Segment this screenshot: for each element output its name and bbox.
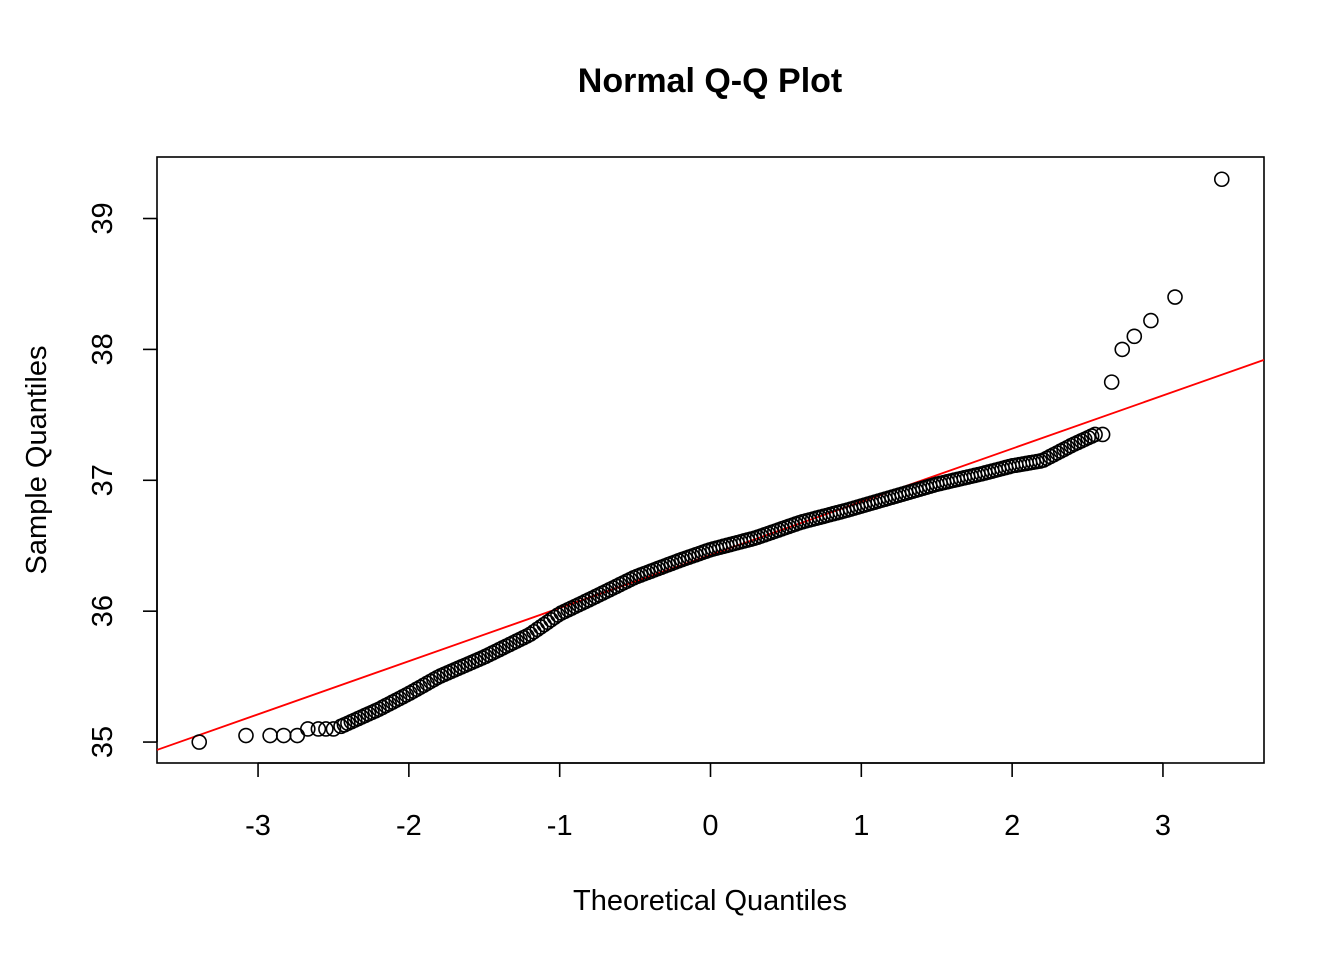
data-point	[318, 721, 334, 737]
y-tick-label: 39	[87, 202, 119, 234]
y-tick-label: 37	[87, 464, 119, 496]
data-point	[1167, 289, 1183, 305]
x-axis: -3 -2 -1 0 1 2 3	[245, 762, 1171, 842]
data-point	[275, 727, 292, 744]
data-point	[1126, 328, 1143, 345]
x-tick-label: 2	[1004, 810, 1020, 842]
data-point	[1143, 312, 1159, 329]
y-tick-label: 38	[87, 333, 119, 365]
y-tick-label: 36	[87, 595, 119, 627]
data-point	[325, 721, 342, 737]
x-tick-label: -2	[396, 810, 422, 842]
data-point	[191, 734, 208, 750]
y-axis: 35 36 37 38 39	[87, 202, 158, 758]
x-tick-label: 1	[853, 810, 869, 842]
data-point	[262, 727, 278, 744]
y-tick-label: 35	[87, 726, 119, 758]
x-tick-label: 0	[702, 810, 718, 842]
y-axis-label: Sample Quantiles	[21, 346, 53, 575]
data-point	[1087, 426, 1103, 443]
plot-frame	[156, 156, 1265, 764]
data-point	[1094, 426, 1111, 443]
data-point	[238, 727, 254, 744]
points-layer	[191, 171, 1230, 750]
data-point	[310, 721, 327, 737]
x-axis-label: Theoretical Quantiles	[573, 885, 847, 917]
x-tick-label: -3	[245, 810, 271, 842]
data-point	[289, 727, 306, 744]
chart-title: Normal Q-Q Plot	[578, 62, 842, 100]
data-point	[1103, 374, 1120, 390]
x-tick-label: -1	[547, 810, 573, 842]
data-point	[1213, 171, 1230, 188]
data-point	[1114, 341, 1131, 358]
x-tick-label: 3	[1155, 810, 1171, 842]
data-point	[300, 721, 316, 737]
